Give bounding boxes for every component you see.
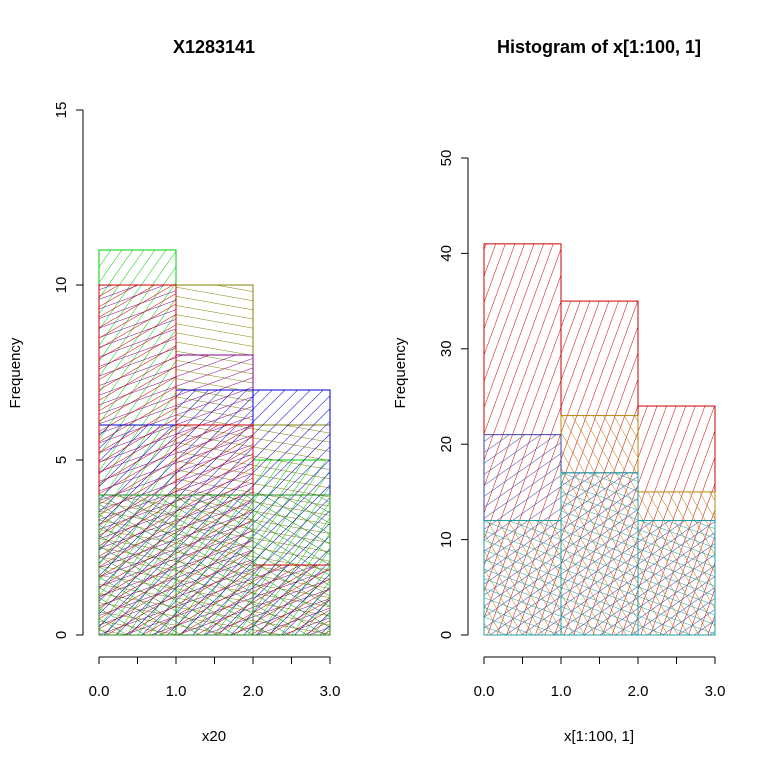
- histogram-bar-series-6-bin-1: [98, 494, 177, 636]
- left-axes-layer: 0 5 10 15 0.0 1.0 2.0 3.0: [53, 102, 340, 700]
- y-tick-label: 20: [438, 436, 455, 453]
- right-chart-title: Histogram of x[1:100, 1]: [497, 37, 701, 57]
- left-x-axis-label: x20: [202, 728, 226, 745]
- left-bars-layer: [98, 249, 331, 636]
- x-tick-label: 3.0: [705, 683, 726, 700]
- x-tick-label: 1.0: [166, 683, 187, 700]
- y-tick-label: 50: [438, 150, 455, 167]
- right-y-axis-label: Frequency: [392, 337, 409, 408]
- histogram-bar-series-6-bin-2: [175, 494, 254, 636]
- x-tick-label: 2.0: [243, 683, 264, 700]
- y-tick-label: 40: [438, 245, 455, 262]
- left-histogram-panel: X1283141 x20 Frequency 0 5 10 15 0.0 1.0 2.0 3.…: [7, 37, 340, 745]
- x-tick-label: 1.0: [551, 683, 572, 700]
- histogram-bar-series-4-bin-1: [483, 520, 562, 636]
- histogram-bar-series-4-bin-2: [560, 472, 639, 636]
- right-bars-layer: [483, 243, 716, 636]
- right-axes-layer: 0 10 20 30 40 50 0.0 1.0 2.0 3.0: [438, 150, 725, 700]
- y-tick-label: 10: [53, 277, 70, 294]
- left-y-axis-label: Frequency: [7, 337, 24, 408]
- y-tick-label: 30: [438, 340, 455, 357]
- x-tick-label: 0.0: [474, 683, 495, 700]
- y-tick-label: 5: [53, 456, 70, 464]
- y-tick-label: 0: [53, 631, 70, 639]
- y-tick-label: 15: [53, 102, 70, 119]
- y-tick-label: 0: [438, 631, 455, 639]
- y-tick-label: 10: [438, 531, 455, 548]
- x-tick-label: 2.0: [628, 683, 649, 700]
- left-chart-title: X1283141: [173, 37, 255, 57]
- right-x-axis-label: x[1:100, 1]: [564, 728, 634, 745]
- histogram-bar-series-4-bin-3: [637, 520, 716, 636]
- histogram-bar-series-6-bin-3: [252, 494, 331, 636]
- right-histogram-panel: Histogram of x[1:100, 1] x[1:100, 1] Fre…: [392, 37, 725, 745]
- x-tick-label: 0.0: [89, 683, 110, 700]
- x-tick-label: 3.0: [320, 683, 341, 700]
